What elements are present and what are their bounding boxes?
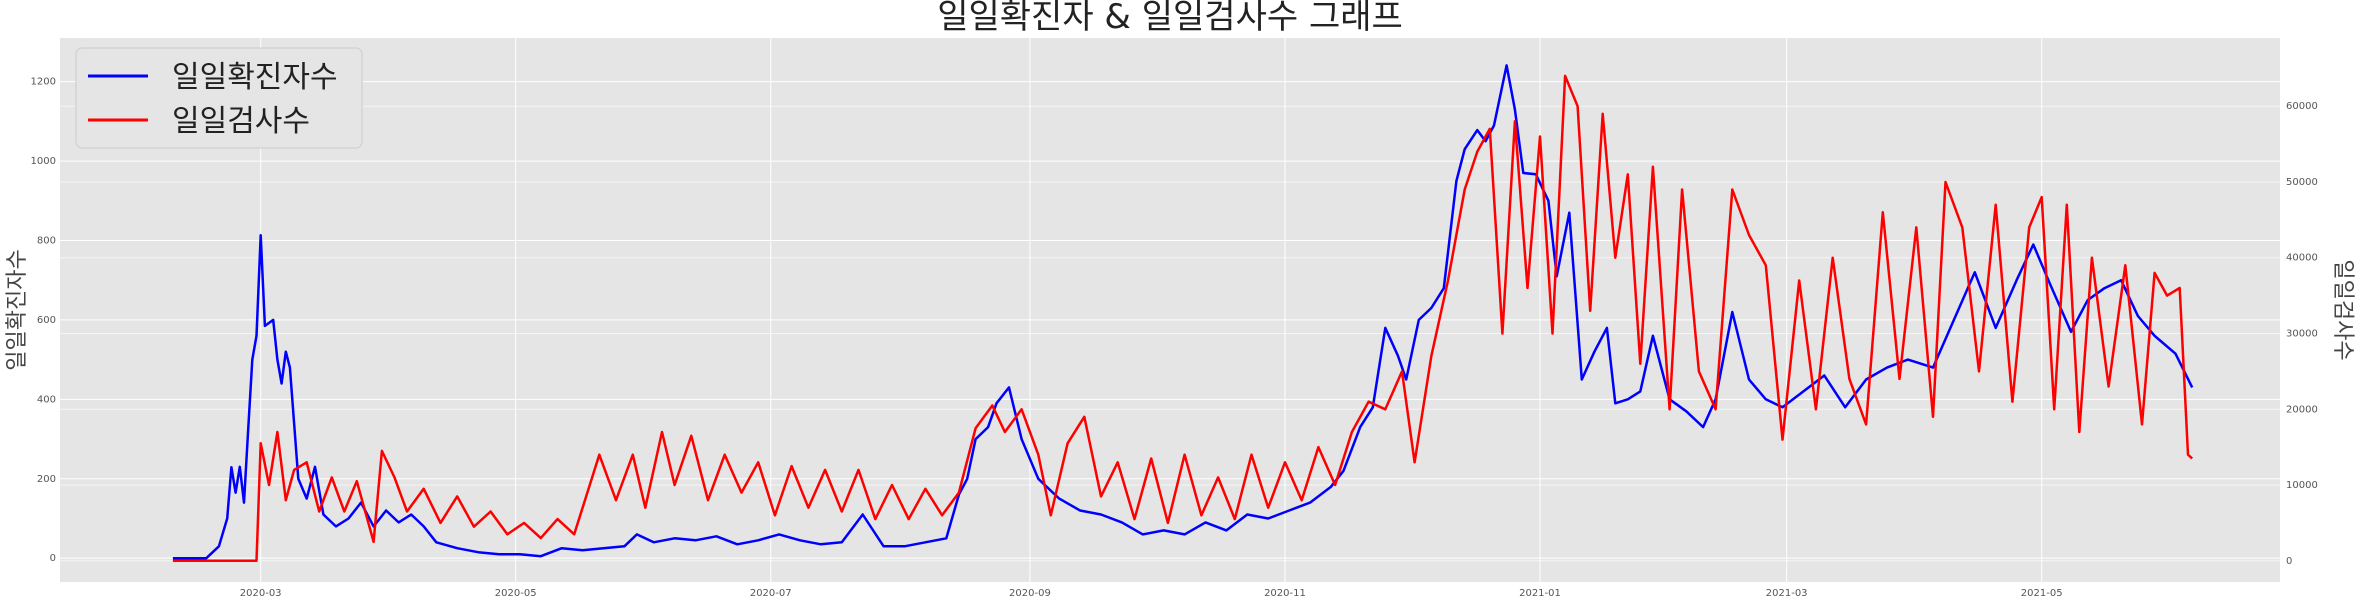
- x-tick-label: 2020-11: [1264, 588, 1306, 599]
- x-tick-label: 2020-07: [750, 588, 792, 599]
- y-axis-right-label: 일일검사수: [2330, 259, 2355, 360]
- y-axis-left-label: 일일확진자수: [5, 249, 30, 370]
- x-tick-label: 2020-09: [1009, 588, 1051, 599]
- legend-label-confirmed: 일일확진자수: [172, 60, 338, 95]
- y-right-tick-label: 20000: [2286, 404, 2318, 415]
- y-left-tick-label: 200: [37, 474, 56, 485]
- y-left-tick-label: 800: [37, 236, 56, 247]
- y-axis-right: 0 10000 20000 30000 40000 50000 60000: [2286, 101, 2318, 567]
- y-axis-left: 0 200 400 600 800 1000 1200: [31, 77, 56, 564]
- plot-area: [60, 38, 2280, 582]
- x-tick-label: 2020-05: [495, 588, 537, 599]
- legend-box: [75, 47, 363, 149]
- y-right-tick-label: 60000: [2286, 101, 2318, 112]
- series-line-confirmed: [172, 64, 2194, 560]
- y-right-tick-label: 0: [2286, 556, 2292, 567]
- y-left-tick-label: 1200: [31, 77, 56, 88]
- series-line-tests: [172, 74, 2194, 563]
- y-right-tick-label: 10000: [2286, 480, 2318, 491]
- y-left-tick-label: 400: [37, 394, 56, 405]
- y-right-tick-label: 30000: [2286, 328, 2318, 339]
- legend-label-tests: 일일검사수: [172, 104, 310, 139]
- y-left-tick-label: 600: [37, 315, 56, 326]
- y-right-tick-label: 40000: [2286, 253, 2318, 264]
- x-axis: 2020-03 2020-05 2020-07 2020-09 2020-11 2021-…: [240, 588, 2063, 599]
- chart-title: 일일확진자 & 일일검사수 그래프: [937, 0, 1403, 37]
- y-left-tick-label: 1000: [31, 156, 56, 167]
- x-tick-label: 2021-03: [1766, 588, 1808, 599]
- grid: [60, 38, 2280, 582]
- series-group: [172, 64, 2194, 563]
- x-tick-label: 2020-03: [240, 588, 282, 599]
- y-right-tick-label: 50000: [2286, 177, 2318, 188]
- x-tick-label: 2021-05: [2021, 588, 2063, 599]
- legend: 일일확진자수 일일검사수: [75, 47, 363, 149]
- x-tick-label: 2021-01: [1519, 588, 1561, 599]
- y-left-tick-label: 0: [50, 553, 56, 564]
